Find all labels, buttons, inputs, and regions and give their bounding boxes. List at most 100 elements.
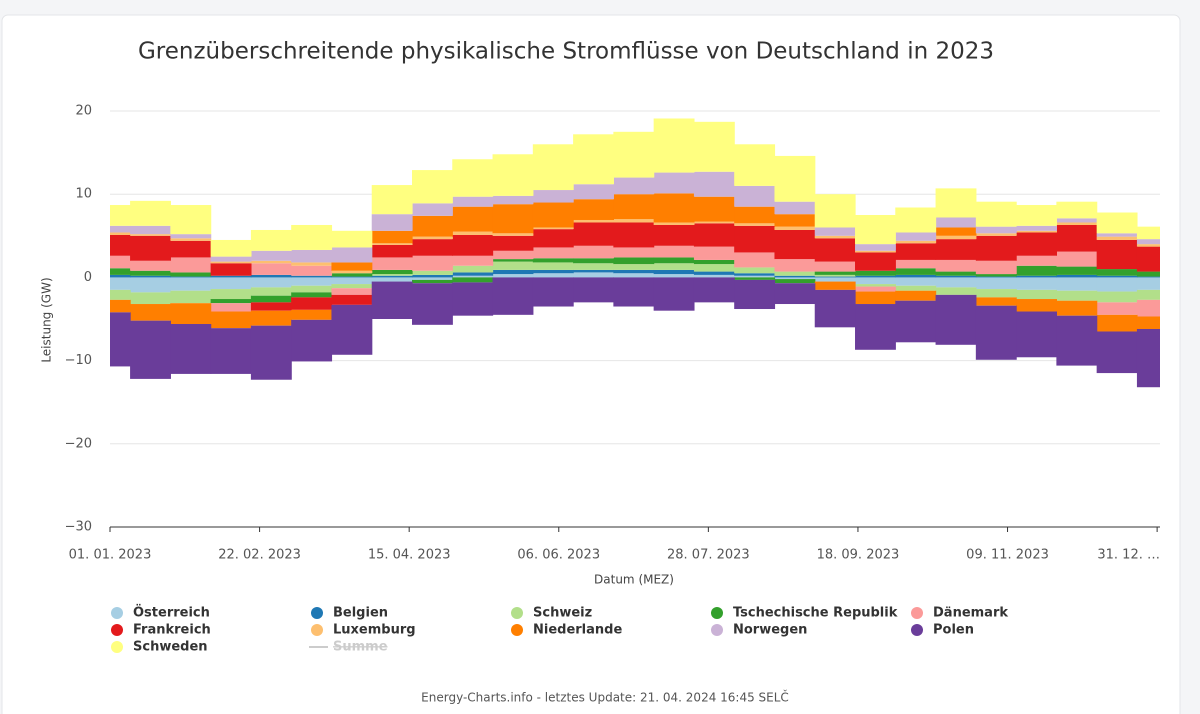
column-segment: [210, 256, 252, 262]
column-segment: [1136, 299, 1160, 317]
column-segment: [250, 250, 292, 261]
column-segment: [492, 274, 534, 278]
column-segment: [1056, 201, 1098, 219]
column-segment: [613, 247, 655, 258]
column-segment: [895, 232, 937, 241]
y-tick-label: 20: [75, 104, 92, 119]
column-segment: [734, 223, 776, 226]
column-segment: [250, 310, 292, 326]
column-segment: [855, 244, 896, 251]
column-segment: [1096, 275, 1138, 278]
legend-label[interactable]: Frankreich: [133, 623, 211, 638]
column-segment: [1056, 315, 1098, 366]
column-segment: [935, 227, 977, 236]
column-segment: [1056, 218, 1098, 223]
column-segment: [371, 243, 413, 245]
card: [1, 14, 1181, 714]
column-segment: [1136, 328, 1160, 388]
column-segment: [532, 202, 574, 228]
column-segment: [170, 303, 212, 324]
column-segment: [110, 289, 131, 300]
column-segment: [734, 206, 776, 224]
column-segment: [734, 273, 776, 276]
column-segment: [573, 199, 614, 220]
legend-label[interactable]: Norwegen: [733, 623, 807, 638]
legend-label[interactable]: Tschechische Republik: [733, 606, 898, 621]
column-segment: [291, 275, 333, 278]
legend-label[interactable]: Polen: [933, 623, 974, 638]
legend-marker: [511, 607, 523, 619]
column-segment: [130, 235, 171, 261]
column-segment: [532, 247, 574, 259]
column-segment: [935, 259, 977, 272]
column-segment: [130, 234, 171, 236]
column-segment: [371, 244, 413, 258]
column-segment: [935, 188, 977, 218]
column-segment: [110, 205, 131, 226]
chart-title: Grenzüberschreitende physikalische Strom…: [138, 39, 994, 65]
column-segment: [1016, 299, 1057, 312]
legend-label[interactable]: Luxemburg: [333, 623, 416, 638]
x-tick-label: 22. 02. 2023: [218, 548, 301, 563]
column-segment: [291, 319, 333, 362]
legend-marker: [111, 641, 123, 653]
column-segment: [210, 328, 252, 374]
column-segment: [653, 224, 695, 246]
column-segment: [1136, 316, 1160, 329]
column-segment: [291, 265, 333, 276]
column-segment: [1096, 314, 1138, 332]
column-segment: [170, 276, 212, 278]
y-tick-label: −10: [65, 353, 92, 368]
column-segment: [452, 206, 494, 232]
column-segment: [1056, 274, 1098, 278]
legend-marker: [711, 624, 723, 636]
column-segment: [1136, 289, 1160, 300]
column-segment: [170, 290, 212, 304]
column-segment: [1016, 225, 1057, 231]
legend-label[interactable]: Schweiz: [533, 606, 592, 621]
legend-label[interactable]: Niederlande: [533, 623, 622, 638]
column-segment: [210, 275, 252, 278]
legend-label[interactable]: Summe: [333, 640, 388, 655]
column-segment: [855, 291, 896, 305]
column-segment: [1016, 311, 1057, 358]
column-segment: [210, 239, 252, 257]
column-segment: [371, 214, 413, 231]
legend-label[interactable]: Dänemark: [933, 606, 1008, 621]
column-segment: [895, 300, 937, 343]
column-segment: [210, 303, 252, 312]
column-segment: [371, 275, 413, 278]
column-segment: [1016, 230, 1057, 233]
column-segment: [210, 263, 252, 276]
y-tick-label: −30: [65, 520, 92, 535]
column-segment: [653, 222, 695, 225]
column-segment: [1016, 255, 1057, 266]
column-segment: [895, 268, 937, 275]
column-segment: [1056, 222, 1098, 225]
column-segment: [331, 304, 373, 355]
legend-label[interactable]: Schweden: [133, 640, 208, 655]
column-segment: [693, 264, 735, 272]
column-segment: [170, 323, 212, 374]
legend-label[interactable]: Belgien: [333, 606, 388, 621]
y-tick-label: −20: [65, 436, 92, 451]
y-axis-title: Leistung (GW): [40, 277, 54, 362]
column-segment: [613, 177, 655, 195]
column-segment: [734, 275, 776, 278]
column-segment: [130, 304, 171, 321]
column-segment: [1096, 277, 1138, 292]
column-segment: [774, 229, 816, 260]
legend-marker: [311, 607, 323, 619]
column-segment: [411, 277, 453, 280]
column-segment: [895, 285, 937, 291]
legend-label[interactable]: Österreich: [133, 605, 210, 621]
column-segment: [814, 194, 856, 228]
column-segment: [411, 255, 453, 271]
column-segment: [774, 271, 816, 276]
column-segment: [895, 243, 937, 260]
column-segment: [774, 201, 816, 215]
column-segment: [1136, 277, 1160, 290]
column-segment: [734, 144, 776, 186]
column-segment: [855, 215, 896, 245]
